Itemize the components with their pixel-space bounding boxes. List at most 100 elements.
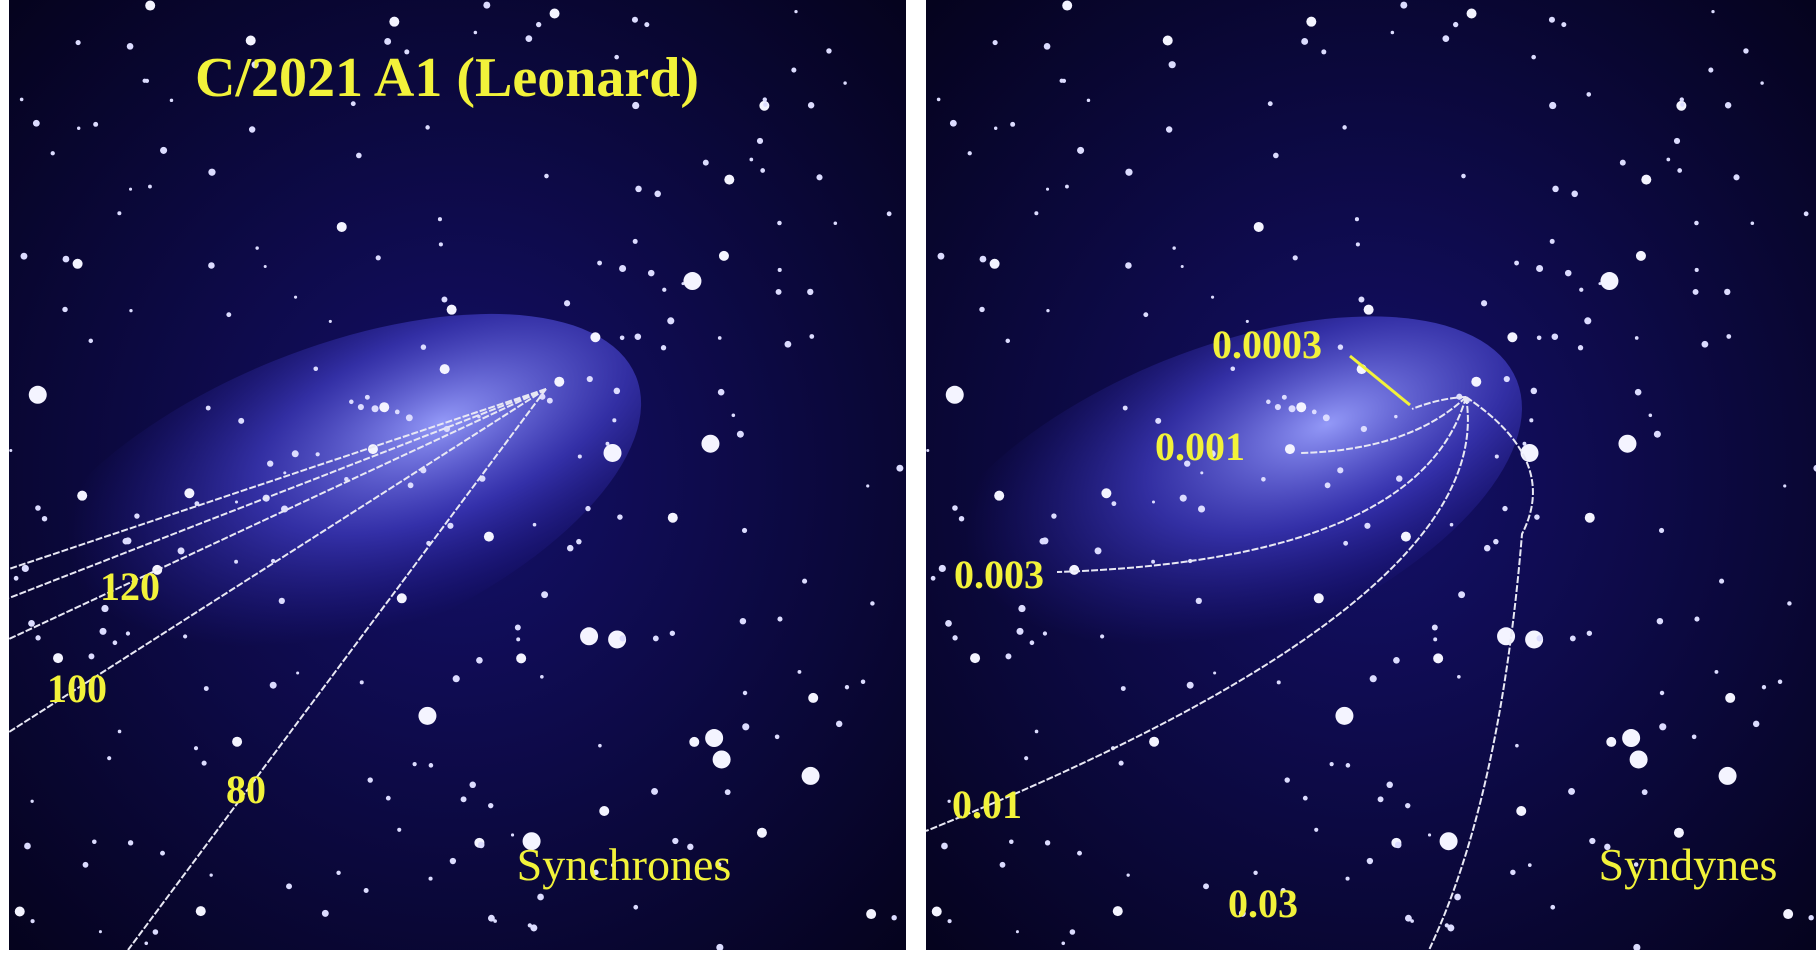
star: [1514, 260, 1520, 266]
synchrone: [9, 388, 547, 733]
star: [945, 385, 964, 404]
star: [1507, 332, 1518, 343]
star: [1086, 98, 1091, 103]
star: [144, 941, 149, 946]
star: [1529, 418, 1534, 423]
star: [660, 345, 667, 351]
star: [1041, 537, 1049, 545]
syndyne: [1411, 396, 1467, 410]
star: [195, 906, 206, 917]
star: [1253, 870, 1258, 875]
star: [1363, 304, 1374, 315]
star: [794, 10, 798, 14]
star: [756, 827, 767, 838]
star: [1431, 624, 1438, 631]
star: [619, 265, 627, 273]
star: [291, 450, 299, 458]
star: [937, 252, 945, 260]
star: [1094, 547, 1102, 555]
star: [816, 174, 823, 181]
star: [1497, 627, 1516, 646]
star: [251, 61, 259, 69]
star: [1077, 850, 1082, 856]
star: [1641, 174, 1652, 185]
star: [88, 653, 95, 660]
star: [949, 119, 957, 127]
curve-label: 0.0003: [1212, 322, 1322, 367]
star: [1314, 827, 1319, 832]
title: C/2021 A1 (Leonard): [195, 47, 699, 109]
star: [736, 430, 744, 438]
star: [1679, 97, 1684, 102]
star: [1101, 488, 1112, 499]
star: [613, 387, 621, 395]
star: [389, 16, 400, 27]
star: [1633, 943, 1641, 950]
star: [296, 671, 300, 675]
star: [1267, 101, 1273, 107]
star: [1648, 413, 1653, 418]
star: [35, 505, 41, 511]
star: [1568, 787, 1576, 795]
star: [315, 452, 320, 457]
star: [808, 692, 819, 703]
star: [530, 924, 538, 932]
star: [1051, 513, 1057, 519]
star: [117, 211, 122, 216]
star: [1447, 924, 1455, 932]
star: [549, 8, 560, 19]
star: [1274, 403, 1281, 411]
star: [544, 173, 549, 179]
star: [72, 258, 83, 269]
curve-label: 0.001: [1155, 424, 1245, 469]
star: [619, 335, 625, 341]
star: [1656, 617, 1664, 625]
star: [1577, 345, 1584, 351]
star: [516, 653, 527, 664]
star: [941, 842, 948, 850]
star: [784, 340, 792, 348]
star: [791, 67, 797, 73]
star: [145, 0, 156, 11]
star: [269, 681, 277, 689]
star: [1777, 679, 1783, 685]
star: [267, 460, 274, 467]
star: [255, 246, 259, 250]
star: [363, 888, 369, 894]
star: [1306, 16, 1317, 27]
star: [979, 255, 987, 263]
star: [647, 269, 655, 277]
star: [1155, 417, 1162, 424]
star: [1708, 67, 1714, 73]
star: [1179, 494, 1187, 502]
star: [1329, 762, 1334, 767]
star: [775, 288, 782, 295]
star: [1266, 399, 1271, 405]
star: [412, 762, 417, 767]
star: [93, 121, 99, 127]
star: [1044, 840, 1051, 846]
star: [14, 906, 25, 917]
star: [35, 635, 41, 641]
star: [802, 578, 808, 584]
star: [1149, 736, 1160, 747]
star: [742, 723, 750, 731]
star: [590, 332, 601, 343]
star: [1210, 295, 1215, 299]
star: [1400, 531, 1411, 542]
star: [619, 635, 626, 642]
star: [1029, 640, 1035, 646]
star: [82, 861, 89, 868]
star: [514, 624, 521, 631]
panel-label: Synchrones: [517, 839, 732, 890]
star: [28, 385, 47, 404]
star: [359, 680, 364, 685]
curve-label: 0.01: [952, 782, 1022, 827]
star: [375, 255, 381, 261]
star: [1549, 238, 1555, 244]
star: [62, 306, 68, 313]
star: [1733, 174, 1740, 181]
star: [1296, 402, 1307, 413]
star: [662, 287, 667, 292]
star: [896, 464, 904, 472]
